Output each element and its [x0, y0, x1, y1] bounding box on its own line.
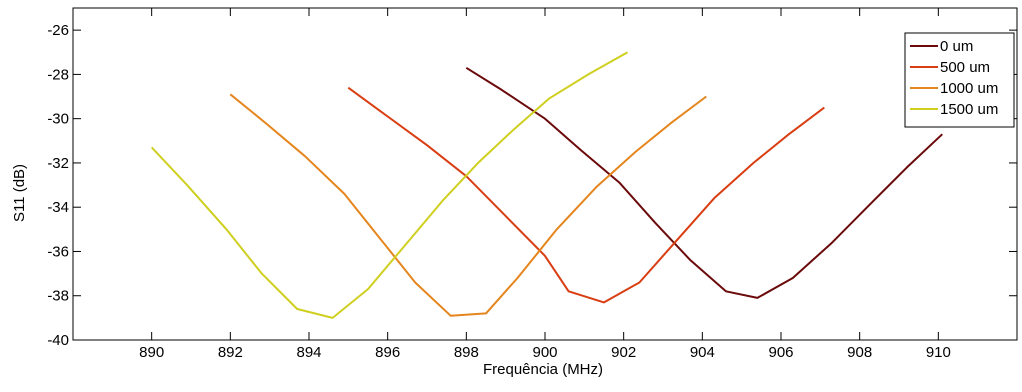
plot-frame	[72, 7, 1018, 341]
x-tick-label: 898	[454, 344, 479, 361]
series-line-4	[150, 51, 629, 319]
x-tick-label: 902	[611, 344, 636, 361]
legend: 0 um 500 um 1000 um 1500 um	[904, 32, 1015, 128]
y-tick-label: -32	[47, 155, 69, 172]
x-tick-label: 906	[768, 344, 793, 361]
x-tick-label: 892	[218, 344, 243, 361]
x-axis-ticks: 890 892 894 896 898 900 902 904 906 908 910	[139, 8, 951, 361]
legend-label: 0 um	[940, 38, 973, 55]
series-line-3	[229, 93, 707, 317]
series-layer	[150, 51, 943, 319]
series-line-1	[465, 66, 943, 299]
y-tick-label: -28	[47, 66, 69, 83]
series-line-2	[347, 86, 825, 304]
x-tick-label: 908	[847, 344, 872, 361]
x-tick-label: 890	[139, 344, 164, 361]
legend-label: 500 um	[940, 59, 990, 76]
legend-box	[904, 32, 1015, 128]
x-tick-label: 894	[296, 344, 321, 361]
x-axis-label: Frequência (MHz)	[483, 361, 603, 378]
y-tick-label: -38	[47, 288, 69, 305]
x-tick-label: 900	[532, 344, 557, 361]
y-tick-label: -40	[47, 332, 69, 349]
y-tick-label: -36	[47, 243, 69, 260]
x-tick-label: 896	[375, 344, 400, 361]
y-tick-label: -34	[47, 199, 69, 216]
y-tick-label: -26	[47, 22, 69, 39]
legend-label: 1000 um	[940, 80, 998, 97]
legend-label: 1500 um	[940, 101, 998, 118]
y-tick-label: -30	[47, 111, 69, 128]
y-axis-label: S11 (dB)	[11, 164, 28, 222]
y-axis-ticks: -40 -38 -36 -34 -32 -30 -28 -26	[47, 22, 1017, 349]
x-tick-label: 910	[926, 344, 951, 361]
x-tick-label: 904	[690, 344, 715, 361]
